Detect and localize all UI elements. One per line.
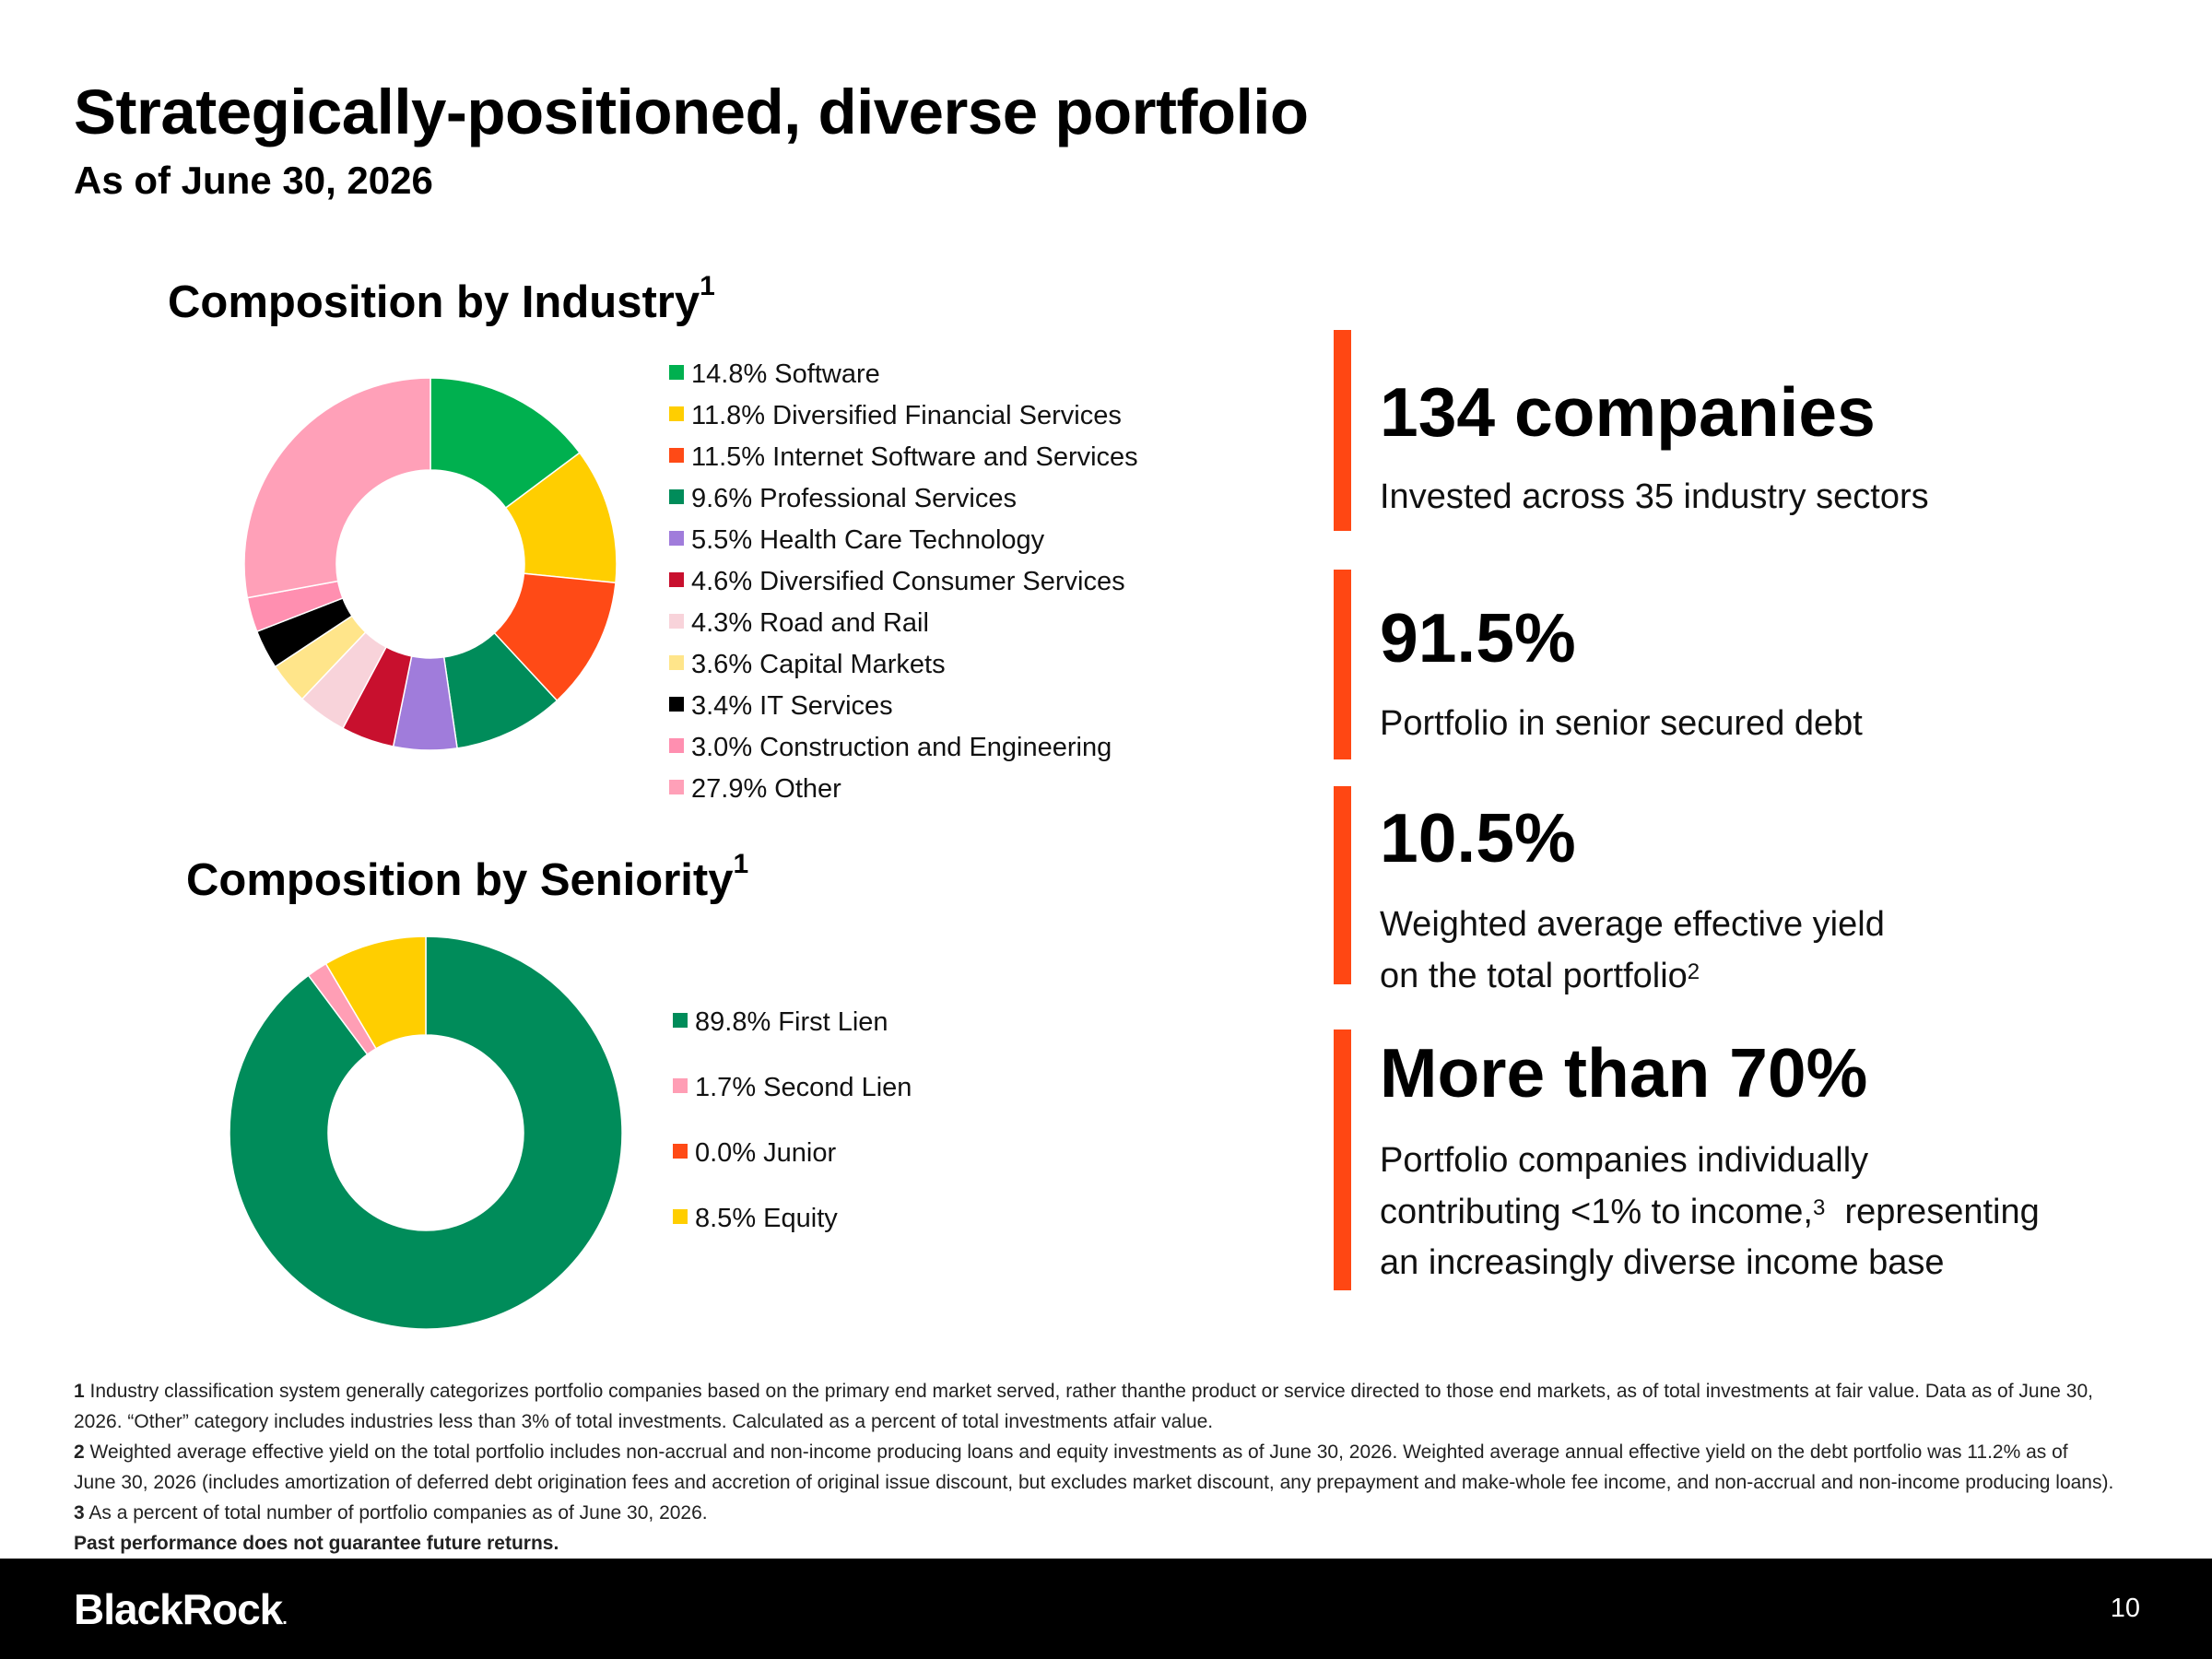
page-subtitle: As of June 30, 2026 bbox=[74, 159, 433, 202]
industry-legend-item-construction-and-engineering: 3.0% Construction and Engineering bbox=[669, 731, 1138, 772]
legend-label: 3.0% Construction and Engineering bbox=[691, 733, 1112, 762]
industry-slice-other bbox=[243, 377, 431, 599]
kpi-income-desc-line1: Portfolio companies individually bbox=[1380, 1141, 1869, 1180]
legend-label: 4.6% Diversified Consumer Services bbox=[691, 567, 1125, 596]
seniority-legend-item-second-lien: 1.7% Second Lien bbox=[673, 1071, 912, 1136]
legend-swatch bbox=[669, 531, 684, 547]
blackrock-logo: BlackRock. bbox=[74, 1584, 288, 1634]
footnote-number: 1 bbox=[74, 1381, 85, 1402]
legend-swatch bbox=[669, 448, 684, 464]
kpi-income-desc-line2: contributing <1% to income,3 representin… bbox=[1380, 1186, 2040, 1238]
kpi-companies-desc: Invested across 35 industry sectors bbox=[1380, 477, 1929, 516]
industry-legend-item-diversified-consumer-services: 4.6% Diversified Consumer Services bbox=[669, 565, 1138, 606]
footnote-3-line1: 3 As a percent of total number of portfo… bbox=[74, 1498, 2157, 1528]
industry-section-title: Composition by Industry1 bbox=[168, 271, 715, 328]
industry-footnote-ref: 1 bbox=[700, 271, 715, 301]
footnote-1-line1: 1 Industry classification system general… bbox=[74, 1376, 2157, 1406]
seniority-legend-item-first-lien: 89.8% First Lien bbox=[673, 1006, 912, 1071]
legend-label: 3.6% Capital Markets bbox=[691, 650, 946, 679]
seniority-section-title: Composition by Seniority1 bbox=[186, 849, 748, 906]
legend-label: 11.5% Internet Software and Services bbox=[691, 442, 1138, 472]
legend-swatch bbox=[669, 614, 684, 629]
seniority-legend: 89.8% First Lien 1.7% Second Lien 0.0% Jun… bbox=[673, 1006, 912, 1267]
legend-swatch bbox=[669, 365, 684, 381]
legend-swatch bbox=[669, 697, 684, 712]
kpi-yield-desc-line1: Weighted average effective yield bbox=[1380, 905, 1885, 944]
industry-legend-item-it-services: 3.4% IT Services bbox=[669, 689, 1138, 731]
kpi-yield-desc-line2: on the total portfolio2 bbox=[1380, 950, 1700, 1002]
page-title: Strategically-positioned, diverse portfo… bbox=[74, 76, 1309, 147]
footnotes: 1 Industry classification system general… bbox=[74, 1376, 2157, 1559]
kpi-senior-secured-desc: Portfolio in senior secured debt bbox=[1380, 704, 1863, 743]
kpi-yield-desc-text: on the total portfolio bbox=[1380, 957, 1688, 995]
footer-bar: BlackRock. 10 bbox=[0, 1559, 2212, 1659]
kpi-accent-bar bbox=[1334, 330, 1351, 531]
legend-label: 11.8% Diversified Financial Services bbox=[691, 401, 1122, 430]
page-number: 10 bbox=[2110, 1594, 2140, 1623]
legend-label: 9.6% Professional Services bbox=[691, 484, 1017, 513]
footnote-text: Weighted average effective yield on the … bbox=[89, 1441, 2068, 1463]
logo-text: BlackRock bbox=[74, 1585, 283, 1633]
industry-legend-item-diversified-financial-services: 11.8% Diversified Financial Services bbox=[669, 399, 1138, 441]
footnote-1-line2: 2026. “Other” category includes industri… bbox=[74, 1411, 1214, 1432]
kpi-accent-bar bbox=[1334, 570, 1351, 759]
kpi-senior-secured-value: 91.5% bbox=[1380, 599, 1576, 677]
industry-legend-item-professional-services: 9.6% Professional Services bbox=[669, 482, 1138, 524]
footnote-2-line2: June 30, 2026 (includes amortization of … bbox=[74, 1472, 2114, 1493]
legend-label: 8.5% Equity bbox=[695, 1204, 838, 1233]
logo-mark: . bbox=[282, 1608, 287, 1629]
legend-swatch bbox=[673, 1209, 688, 1225]
legend-label: 3.4% IT Services bbox=[691, 691, 893, 721]
seniority-slice-equity bbox=[324, 935, 427, 1050]
seniority-title-text: Composition by Seniority bbox=[186, 855, 734, 905]
footnote-number: 3 bbox=[74, 1502, 85, 1524]
seniority-legend-item-equity: 8.5% Equity bbox=[673, 1202, 912, 1267]
legend-label: 0.0% Junior bbox=[695, 1138, 837, 1168]
kpi-companies-value: 134 companies bbox=[1380, 373, 1876, 451]
kpi-income-desc-text: contributing <1% to income, bbox=[1380, 1193, 1813, 1231]
kpi-income-diversity-value: More than 70% bbox=[1380, 1034, 1868, 1112]
disclaimer: Past performance does not guarantee futu… bbox=[74, 1533, 559, 1554]
legend-swatch bbox=[669, 406, 684, 422]
kpi-yield-footnote-ref: 2 bbox=[1687, 959, 1700, 984]
legend-swatch bbox=[673, 1013, 688, 1029]
industry-legend-item-road-and-rail: 4.3% Road and Rail bbox=[669, 606, 1138, 648]
footnote-text: Industry classification system generally… bbox=[89, 1381, 2093, 1402]
legend-label: 1.7% Second Lien bbox=[695, 1073, 912, 1102]
legend-swatch bbox=[673, 1078, 688, 1094]
legend-label: 5.5% Health Care Technology bbox=[691, 525, 1045, 555]
industry-legend-item-internet-software-and-services: 11.5% Internet Software and Services bbox=[669, 441, 1138, 482]
legend-label: 27.9% Other bbox=[691, 774, 841, 804]
kpi-income-footnote-ref: 3 bbox=[1813, 1195, 1826, 1220]
industry-legend-item-software: 14.8% Software bbox=[669, 358, 1138, 399]
legend-swatch bbox=[673, 1144, 688, 1159]
industry-donut-chart bbox=[243, 377, 618, 751]
kpi-income-desc-text-cont: representing bbox=[1844, 1193, 2040, 1231]
seniority-donut-chart bbox=[229, 935, 623, 1330]
kpi-accent-bar bbox=[1334, 786, 1351, 984]
kpi-income-desc-line3: an increasingly diverse income base bbox=[1380, 1243, 1945, 1282]
legend-label: 4.3% Road and Rail bbox=[691, 608, 929, 638]
industry-title-text: Composition by Industry bbox=[168, 277, 700, 327]
footnote-text: As a percent of total number of portfoli… bbox=[88, 1502, 708, 1524]
seniority-footnote-ref: 1 bbox=[733, 849, 749, 879]
seniority-slice-first-lien bbox=[229, 935, 623, 1330]
legend-label: 89.8% First Lien bbox=[695, 1007, 888, 1037]
industry-legend-item-other: 27.9% Other bbox=[669, 772, 1138, 814]
industry-legend-item-capital-markets: 3.6% Capital Markets bbox=[669, 648, 1138, 689]
kpi-yield-value: 10.5% bbox=[1380, 799, 1576, 877]
legend-label: 14.8% Software bbox=[691, 359, 880, 389]
seniority-legend-item-junior: 0.0% Junior bbox=[673, 1136, 912, 1202]
footnote-2-line1: 2 Weighted average effective yield on th… bbox=[74, 1437, 2157, 1467]
legend-swatch bbox=[669, 572, 684, 588]
legend-swatch bbox=[669, 780, 684, 795]
kpi-accent-bar bbox=[1334, 1030, 1351, 1290]
legend-swatch bbox=[669, 738, 684, 754]
industry-legend: 14.8% Software 11.8% Diversified Financia… bbox=[669, 358, 1138, 814]
legend-swatch bbox=[669, 655, 684, 671]
industry-legend-item-health-care-technology: 5.5% Health Care Technology bbox=[669, 524, 1138, 565]
footnote-number: 2 bbox=[74, 1441, 85, 1463]
legend-swatch bbox=[669, 489, 684, 505]
